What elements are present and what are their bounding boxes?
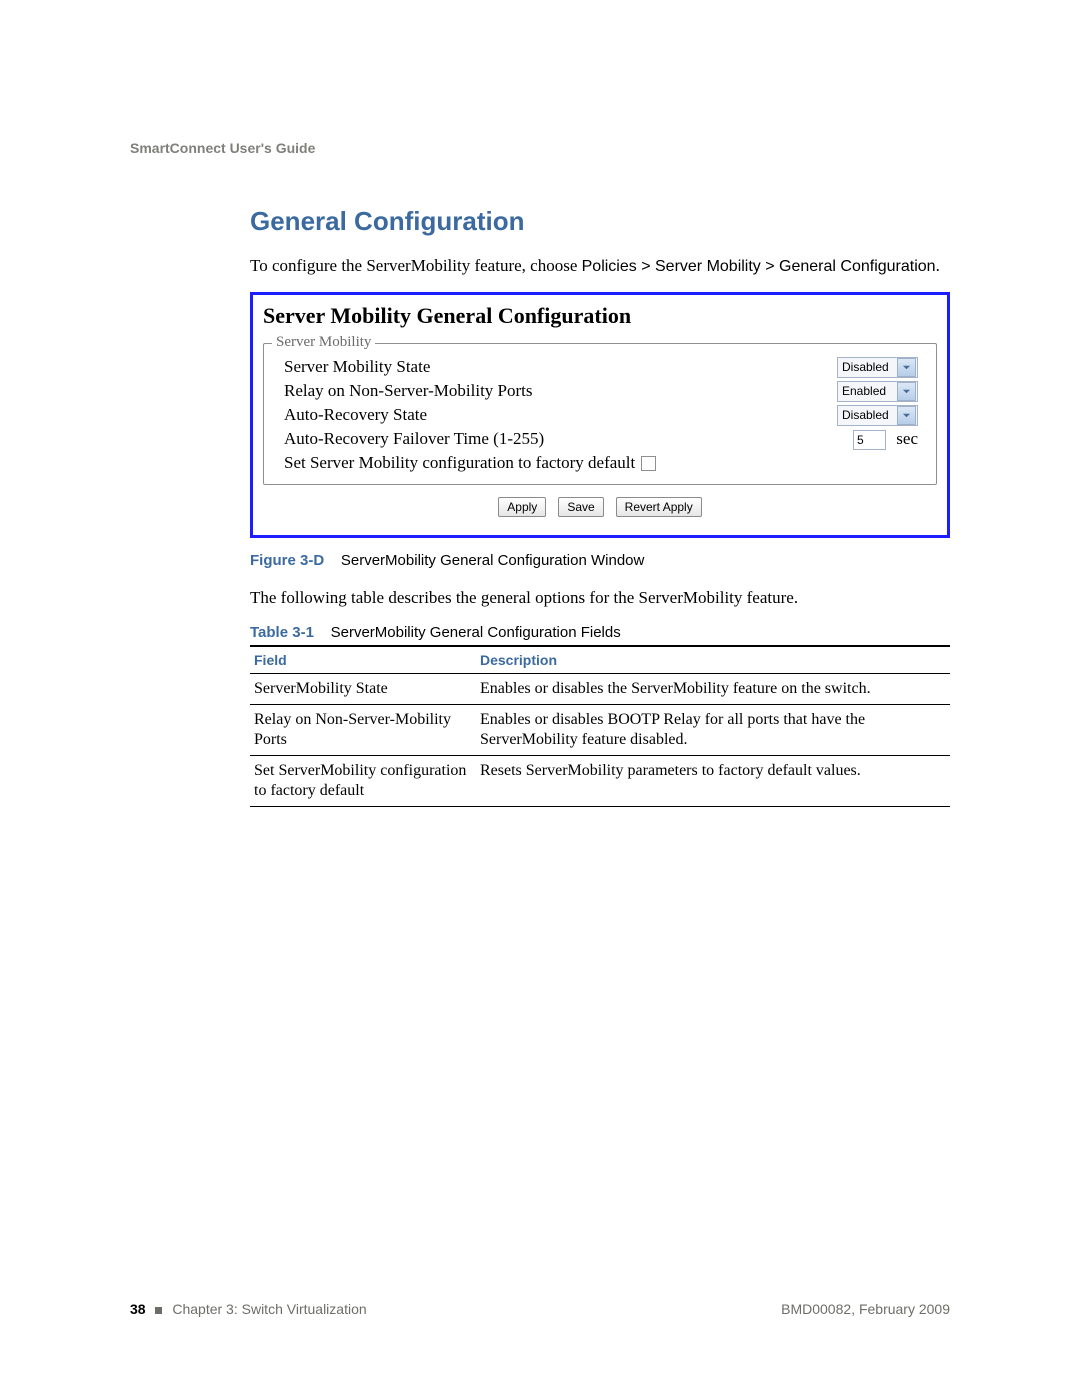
- chevron-down-icon: [897, 406, 916, 425]
- revert-button[interactable]: Revert Apply: [616, 497, 702, 517]
- label-auto: Auto-Recovery State: [284, 405, 837, 425]
- mid-paragraph: The following table describes the genera…: [250, 587, 950, 610]
- cell-field: ServerMobility State: [250, 673, 476, 704]
- figure-caption-text: ServerMobility General Configuration Win…: [341, 552, 644, 569]
- intro-pre: To configure the ServerMobility feature,…: [250, 256, 582, 275]
- select-state-value: Disabled: [838, 360, 896, 374]
- table-row: Relay on Non-Server-Mobility Ports Enabl…: [250, 704, 950, 755]
- fields-table: Field Description ServerMobility State E…: [250, 645, 950, 807]
- button-row: Apply Save Revert Apply: [263, 497, 937, 517]
- intro-paragraph: To configure the ServerMobility feature,…: [250, 255, 950, 278]
- table-row: Set ServerMobility configuration to fact…: [250, 755, 950, 806]
- cell-desc: Resets ServerMobility parameters to fact…: [476, 755, 950, 806]
- th-field: Field: [250, 646, 476, 674]
- select-auto[interactable]: Disabled: [837, 405, 918, 426]
- select-auto-value: Disabled: [838, 408, 896, 422]
- server-mobility-fieldset: Server Mobility Server Mobility State Di…: [263, 343, 937, 485]
- cell-field: Relay on Non-Server-Mobility Ports: [250, 704, 476, 755]
- cell-field: Set ServerMobility configuration to fact…: [250, 755, 476, 806]
- page-number: 38: [130, 1301, 146, 1317]
- cell-desc: Enables or disables the ServerMobility f…: [476, 673, 950, 704]
- square-icon: [155, 1307, 162, 1314]
- row-failover: Auto-Recovery Failover Time (1-255) 5 se…: [284, 429, 924, 450]
- chevron-down-icon: [897, 382, 916, 401]
- table-caption: Table 3-1 ServerMobility General Configu…: [250, 624, 950, 641]
- row-state: Server Mobility State Disabled: [284, 357, 924, 378]
- running-header: SmartConnect User's Guide: [130, 140, 950, 156]
- select-relay[interactable]: Enabled: [837, 381, 918, 402]
- row-reset: Set Server Mobility configuration to fac…: [284, 453, 924, 473]
- table-row: ServerMobility State Enables or disables…: [250, 673, 950, 704]
- label-relay: Relay on Non-Server-Mobility Ports: [284, 381, 837, 401]
- footer-right: BMD00082, February 2009: [781, 1301, 950, 1317]
- label-reset: Set Server Mobility configuration to fac…: [284, 453, 635, 473]
- checkbox-reset[interactable]: [641, 456, 656, 471]
- unit-sec: sec: [896, 429, 918, 448]
- apply-button[interactable]: Apply: [498, 497, 546, 517]
- window-title: Server Mobility General Configuration: [263, 303, 937, 329]
- label-failover: Auto-Recovery Failover Time (1-255): [284, 429, 853, 449]
- input-failover[interactable]: 5: [853, 430, 886, 450]
- nav-path: Policies > Server Mobility > General Con…: [582, 258, 936, 275]
- fieldset-legend: Server Mobility: [272, 334, 375, 351]
- intro-post: .: [936, 256, 940, 275]
- config-window: Server Mobility General Configuration Se…: [250, 292, 950, 538]
- table-caption-text: ServerMobility General Configuration Fie…: [331, 624, 621, 641]
- select-relay-value: Enabled: [838, 384, 896, 398]
- cell-desc: Enables or disables BOOTP Relay for all …: [476, 704, 950, 755]
- chapter-label: Chapter 3: Switch Virtualization: [172, 1301, 366, 1317]
- select-state[interactable]: Disabled: [837, 357, 918, 378]
- page-footer: 38 Chapter 3: Switch Virtualization BMD0…: [130, 1301, 950, 1317]
- label-state: Server Mobility State: [284, 357, 837, 377]
- row-relay: Relay on Non-Server-Mobility Ports Enabl…: [284, 381, 924, 402]
- footer-left: 38 Chapter 3: Switch Virtualization: [130, 1301, 367, 1317]
- chevron-down-icon: [897, 358, 916, 377]
- row-auto: Auto-Recovery State Disabled: [284, 405, 924, 426]
- table-caption-lead: Table 3-1: [250, 624, 314, 641]
- th-desc: Description: [476, 646, 950, 674]
- section-title: General Configuration: [250, 206, 950, 237]
- save-button[interactable]: Save: [558, 497, 603, 517]
- figure-caption: Figure 3-D ServerMobility General Config…: [250, 552, 950, 569]
- figure-caption-lead: Figure 3-D: [250, 552, 324, 569]
